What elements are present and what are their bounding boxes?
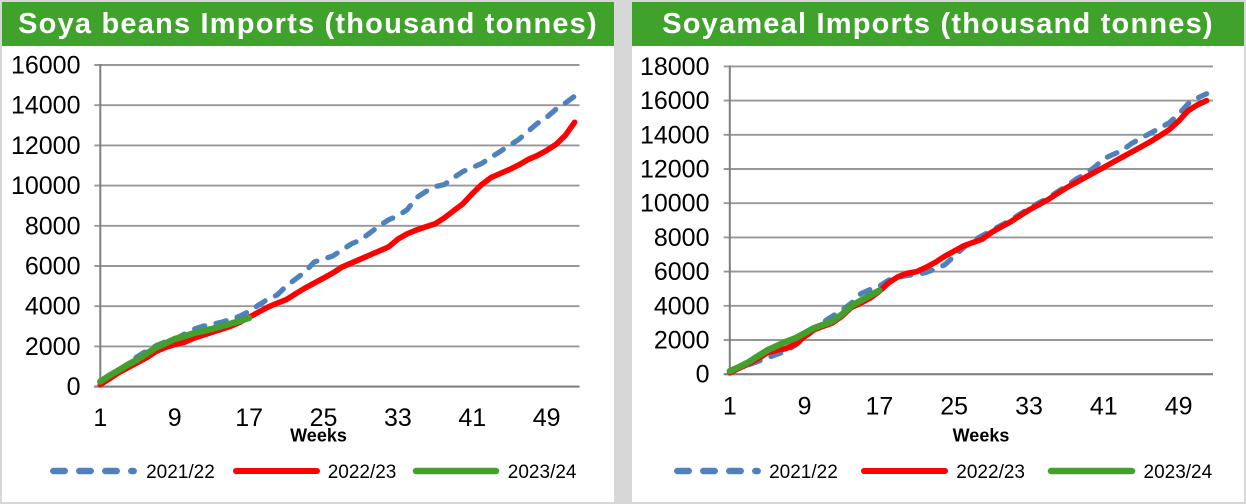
svg-text:10000: 10000 [640,190,710,218]
svg-text:25: 25 [940,393,968,421]
svg-text:18000: 18000 [640,53,710,81]
svg-text:49: 49 [533,404,561,432]
svg-text:6000: 6000 [654,258,710,286]
svg-text:9: 9 [798,393,812,421]
svg-text:4000: 4000 [654,292,710,320]
svg-text:17: 17 [235,404,263,432]
svg-text:12000: 12000 [11,132,81,160]
svg-text:Weeks: Weeks [953,425,1010,445]
svg-text:4000: 4000 [25,293,81,321]
svg-text:1: 1 [93,404,107,432]
svg-text:17: 17 [865,393,893,421]
svg-text:9: 9 [168,404,182,432]
svg-text:16000: 16000 [11,52,81,80]
svg-text:1: 1 [723,393,737,421]
svg-text:2000: 2000 [654,327,710,355]
svg-text:0: 0 [696,361,710,389]
svg-text:14000: 14000 [640,121,710,149]
svg-text:25: 25 [310,404,338,432]
svg-text:8000: 8000 [654,224,710,252]
svg-text:10000: 10000 [11,172,81,200]
svg-text:41: 41 [1090,393,1118,421]
svg-text:2022/23: 2022/23 [328,462,397,483]
svg-text:2023/24: 2023/24 [508,462,577,483]
svg-text:8000: 8000 [25,212,81,240]
svg-text:33: 33 [1015,393,1043,421]
svg-text:14000: 14000 [11,92,81,120]
svg-text:2021/22: 2021/22 [146,462,215,483]
svg-text:12000: 12000 [640,156,710,184]
svg-text:33: 33 [384,404,412,432]
svg-text:0: 0 [67,373,81,401]
svg-text:Weeks: Weeks [290,425,347,445]
svg-text:6000: 6000 [25,253,81,281]
svg-text:41: 41 [458,404,486,432]
svg-text:2022/23: 2022/23 [956,462,1025,483]
svg-text:49: 49 [1165,393,1193,421]
svg-text:2023/24: 2023/24 [1144,462,1213,483]
svg-text:2000: 2000 [25,333,81,361]
svg-text:16000: 16000 [640,87,710,115]
svg-text:2021/22: 2021/22 [769,462,838,483]
